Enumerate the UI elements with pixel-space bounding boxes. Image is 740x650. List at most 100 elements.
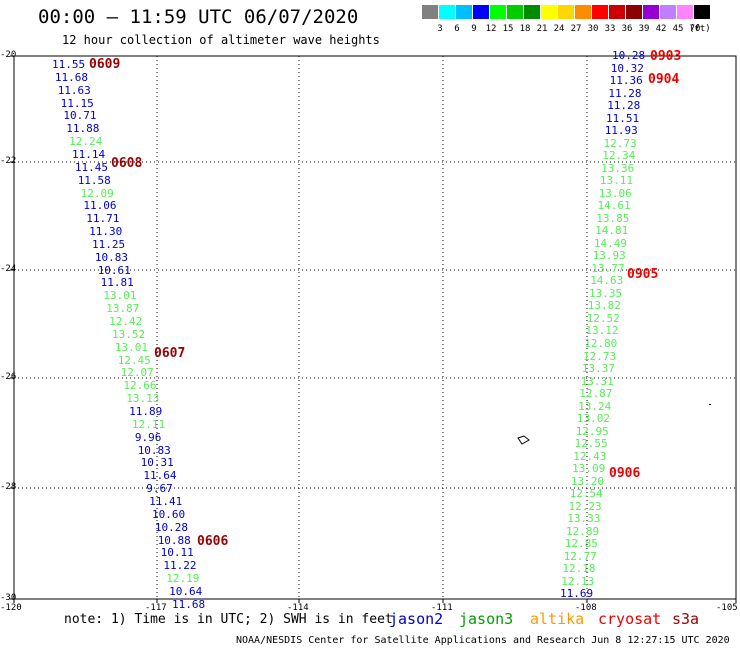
- scale-swatch: [507, 5, 523, 19]
- wave-height-value: 12.52: [586, 311, 620, 325]
- scale-label: 21: [536, 24, 548, 34]
- wave-height-value: 11.28: [607, 99, 641, 113]
- wave-height-value: 11.45: [74, 160, 109, 174]
- wave-height-value: 11.15: [60, 96, 94, 110]
- wave-height-value: 13.13: [126, 392, 160, 406]
- wave-height-value: 12.89: [566, 524, 600, 538]
- lat-label: -24: [0, 264, 17, 274]
- lat-label: -26: [0, 372, 17, 382]
- satellite-jason2: jason2: [389, 610, 444, 628]
- scale-swatch: [643, 5, 659, 19]
- wave-height-value: 12.43: [573, 449, 607, 463]
- wave-height-value: 11.28: [608, 86, 642, 100]
- island-dot: [709, 404, 711, 405]
- satellite-cryosat: cryosat: [598, 610, 662, 628]
- footnote: note: 1) Time is in UTC; 2) SWH is in fe…: [64, 612, 393, 627]
- lat-label: -28: [0, 482, 17, 492]
- wave-height-value: 10.83: [94, 250, 129, 264]
- lon-label: -120: [0, 603, 22, 613]
- wave-height-value: 12.19: [166, 572, 200, 585]
- wave-height-value: 11.71: [86, 212, 120, 226]
- wave-height-value: 10.71: [63, 109, 97, 123]
- wave-height-value: 11.69: [560, 587, 594, 601]
- wave-height-value: 14.61: [597, 199, 631, 213]
- wave-height-value: 13.24: [578, 399, 612, 413]
- lat-label: -30: [0, 593, 17, 603]
- scale-swatch: [694, 5, 710, 19]
- scale-label: 24: [553, 24, 565, 34]
- scale-label: 45: [672, 24, 684, 34]
- scale-swatch: [456, 5, 472, 19]
- wave-height-value: 10.64: [169, 584, 203, 598]
- wave-height-value: 14.49: [593, 236, 628, 250]
- credit-line: NOAA/NESDIS Center for Satellite Applica…: [236, 635, 730, 646]
- map-subtitle: 12 hour collection of altimeter wave hei…: [62, 33, 380, 47]
- scale-swatch: [524, 5, 540, 19]
- wave-height-value: 12.11: [132, 417, 166, 431]
- wave-height-value: 13.33: [567, 512, 601, 526]
- wave-height-value: 11.30: [89, 225, 123, 238]
- wave-height-value: 11.41: [149, 494, 183, 508]
- pass-time-tag: 0903: [650, 49, 682, 64]
- scale-label: 6: [454, 24, 460, 34]
- wave-height-value: 11.58: [77, 173, 111, 187]
- wave-height-value: 12.73: [603, 136, 637, 150]
- lon-label: -111: [431, 603, 453, 613]
- wave-height-value: 10.28: [154, 520, 189, 534]
- wave-height-value: 12.55: [574, 437, 608, 451]
- wave-height-value: 13.85: [596, 211, 630, 225]
- wave-height-value: 13.11: [599, 174, 634, 188]
- wave-height-value: 13.09: [572, 462, 606, 476]
- scale-label: 33: [604, 24, 616, 34]
- scale-swatch: [558, 5, 574, 19]
- wave-height-value: 12.09: [80, 186, 114, 200]
- wave-height-value: 10.32: [610, 61, 644, 75]
- wave-height-value: 10.31: [140, 456, 174, 470]
- wave-height-value: 10.28: [612, 49, 646, 62]
- satellite-jason3: jason3: [459, 610, 514, 628]
- wave-height-value: 13.20: [570, 474, 605, 488]
- wave-height-value: 10.88: [157, 533, 191, 547]
- wave-height-value: 10.61: [97, 263, 131, 277]
- lat-label: -22: [0, 156, 17, 166]
- satellite-s3a: s3a: [672, 610, 700, 628]
- wave-height-value: 11.36: [609, 74, 643, 87]
- wave-height-value: 12.34: [602, 149, 636, 163]
- scale-label: 70: [689, 24, 701, 34]
- wave-height-value: 11.89: [129, 404, 163, 418]
- scale-label: 42: [655, 24, 667, 34]
- wave-height-value: 10.11: [160, 546, 194, 560]
- wave-height-value: 12.18: [562, 562, 596, 576]
- scale-swatch: [626, 5, 642, 19]
- wave-height-value: 13.35: [589, 286, 623, 300]
- wave-height-value: 13.82: [587, 299, 621, 313]
- wave-height-value: 11.25: [92, 237, 126, 251]
- wave-height-value: 13.01: [114, 340, 149, 354]
- satellite-altika: altika: [530, 610, 585, 628]
- wave-height-value: 12.23: [568, 499, 602, 513]
- wave-height-value: 12.07: [120, 366, 154, 380]
- lon-label: -114: [287, 603, 309, 613]
- scale-label: 36: [621, 24, 633, 34]
- scale-swatch: [490, 5, 506, 19]
- scale-unit: (ft): [689, 24, 711, 34]
- pass-time-tag: 0608: [111, 156, 143, 171]
- wave-height-value: 11.22: [163, 559, 197, 573]
- wave-height-value: 12.54: [569, 487, 603, 501]
- wave-height-value: 11.88: [66, 122, 100, 136]
- wave-height-value: 12.13: [561, 574, 595, 588]
- pass-time-tag: 0904: [648, 72, 680, 87]
- pass-time-tag: 0606: [197, 534, 229, 549]
- wave-height-value: 12.73: [583, 349, 617, 363]
- wave-height-value: 11.51: [606, 111, 640, 125]
- wave-height-value: 10.60: [152, 507, 186, 521]
- wave-height-value: 10.83: [137, 443, 171, 457]
- scale-swatch: [677, 5, 693, 19]
- island-outline: [517, 435, 530, 445]
- wave-height-value: 12.85: [564, 537, 598, 551]
- pass-time-tag: 0607: [154, 346, 186, 361]
- wave-height-value: 13.06: [598, 186, 632, 200]
- wave-height-value: 13.87: [106, 302, 140, 316]
- scale-swatch: [609, 5, 625, 19]
- scale-label: 3: [437, 24, 443, 34]
